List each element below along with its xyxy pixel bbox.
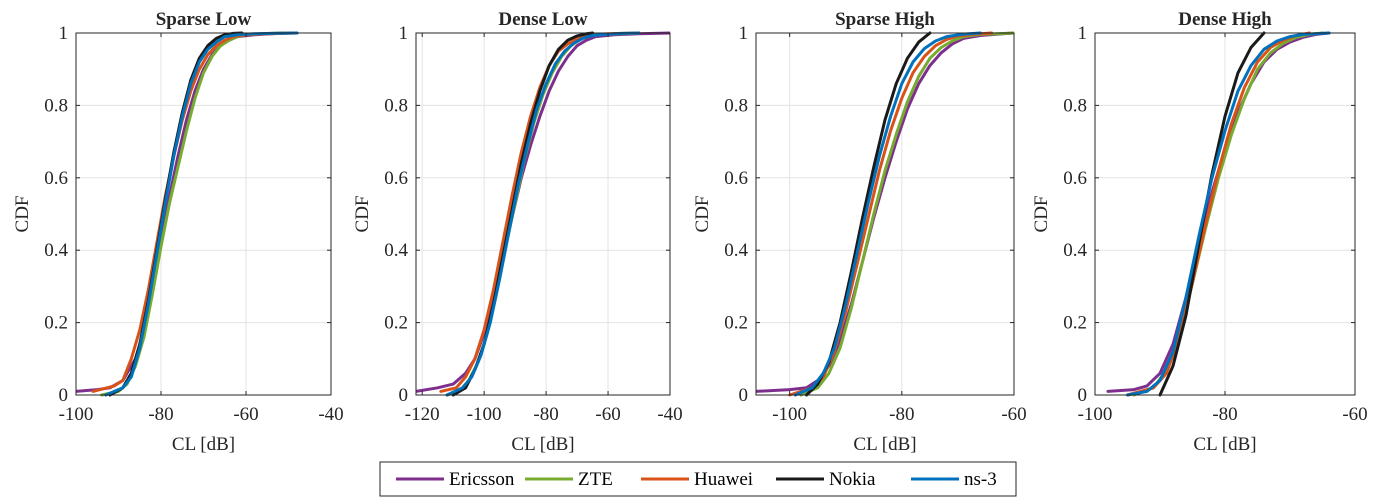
y-tick-label: 0 (59, 385, 69, 406)
y-tick-label: 0.8 (384, 95, 408, 116)
chart-panels: -100 -80 -60 -40 0 0.2 0.4 0.6 0.8 1 Sparse Low CL … (12, 9, 1368, 455)
x-tick-label: -60 (595, 404, 620, 425)
x-tick-label: -80 (889, 404, 914, 425)
x-tick-label: -80 (148, 404, 173, 425)
x-axis-label: CL [dB] (1193, 434, 1256, 455)
chart-panel: -100 -80 -60 0 0.2 0.4 0.6 0.8 1 Dense High CL [dB… (1031, 9, 1368, 455)
chart-title: Dense High (1178, 9, 1272, 30)
y-tick-label: 0.6 (724, 168, 748, 189)
series-line-ns-3 (445, 31, 641, 397)
y-tick-label: 0.6 (384, 168, 408, 189)
legend-entry: Huawei (641, 469, 753, 490)
y-tick-label: 0.8 (1063, 95, 1087, 116)
x-axis-label: CL [dB] (853, 434, 916, 455)
series-line-huawei (1126, 31, 1311, 397)
chart-panel: -100 -80 -60 -40 0 0.2 0.4 0.6 0.8 1 Sparse Low CL … (12, 9, 344, 455)
y-tick-label: 0.6 (44, 168, 68, 189)
x-tick-label: -60 (1001, 404, 1026, 425)
legend: Ericsson ZTE Huawei Nokia ns-3 (379, 461, 1017, 497)
y-tick-label: 0 (1078, 385, 1088, 406)
y-tick-label: 0.8 (724, 95, 748, 116)
chart-panel: -100 -80 -60 0 0.2 0.4 0.6 0.8 1 Sparse High CL [d… (692, 9, 1027, 455)
y-tick-label: 0 (739, 385, 749, 406)
legend-box (379, 461, 1017, 497)
y-tick-label: 0.4 (1063, 240, 1087, 261)
x-tick-label: -120 (405, 404, 440, 425)
y-tick-label: 0 (399, 385, 409, 406)
x-tick-label: -100 (467, 404, 502, 425)
axes-box (755, 32, 1015, 396)
y-tick-label: 1 (59, 23, 69, 44)
y-tick-label: 0.2 (384, 313, 408, 334)
axes-box (415, 32, 671, 396)
y-tick-label: 0.2 (44, 313, 68, 334)
legend-entry: ZTE (525, 469, 613, 490)
series-line-ns-3 (793, 31, 982, 397)
legend-label: Nokia (829, 469, 876, 490)
x-tick-label: -100 (772, 404, 807, 425)
x-tick-label: -40 (657, 404, 682, 425)
y-tick-label: 1 (739, 23, 749, 44)
legend-entry: ns-3 (911, 469, 997, 490)
legend-label: ns-3 (964, 469, 997, 490)
x-axis-label: CL [dB] (172, 434, 235, 455)
axes-box (75, 32, 332, 396)
chart-title: Sparse High (835, 9, 935, 30)
series-line-ns-3 (104, 31, 299, 397)
series-line-ns-3 (1126, 31, 1331, 397)
x-tick-label: -100 (1078, 404, 1113, 425)
x-tick-label: -80 (1212, 404, 1237, 425)
y-tick-label: 0.8 (44, 95, 68, 116)
y-tick-label: 0.2 (1063, 313, 1087, 334)
legend-entry: Ericsson (396, 469, 515, 490)
y-axis-label: CDF (692, 196, 713, 233)
y-tick-label: 0.4 (44, 240, 68, 261)
y-tick-label: 0.4 (384, 240, 408, 261)
x-tick-label: -80 (533, 404, 558, 425)
y-axis-label: CDF (12, 196, 33, 233)
chart-panel: -120 -100 -80 -60 -40 0 0.2 0.4 0.6 0.8 1 Dense Low… (352, 9, 683, 455)
plot-area (756, 33, 1014, 395)
y-tick-label: 1 (1078, 23, 1088, 44)
x-tick-label: -100 (59, 404, 94, 425)
plot-area (76, 33, 331, 395)
legend-label: Ericsson (449, 469, 515, 490)
y-tick-label: 0.4 (724, 240, 748, 261)
x-tick-label: -60 (233, 404, 258, 425)
y-axis-label: CDF (1031, 196, 1052, 233)
chart-title: Dense Low (498, 9, 587, 30)
plot-area (416, 33, 670, 395)
series-line-huawei (439, 31, 641, 393)
legend-label: Huawei (694, 469, 753, 490)
y-tick-label: 0.2 (724, 313, 748, 334)
y-tick-label: 0.6 (1063, 168, 1087, 189)
x-tick-label: -40 (318, 404, 343, 425)
chart-title: Sparse Low (156, 9, 252, 30)
legend-entry: Nokia (776, 469, 876, 490)
y-tick-label: 1 (399, 23, 409, 44)
x-axis-label: CL [dB] (511, 434, 574, 455)
legend-label: ZTE (578, 469, 613, 490)
y-axis-label: CDF (352, 196, 373, 233)
x-tick-label: -60 (1342, 404, 1367, 425)
